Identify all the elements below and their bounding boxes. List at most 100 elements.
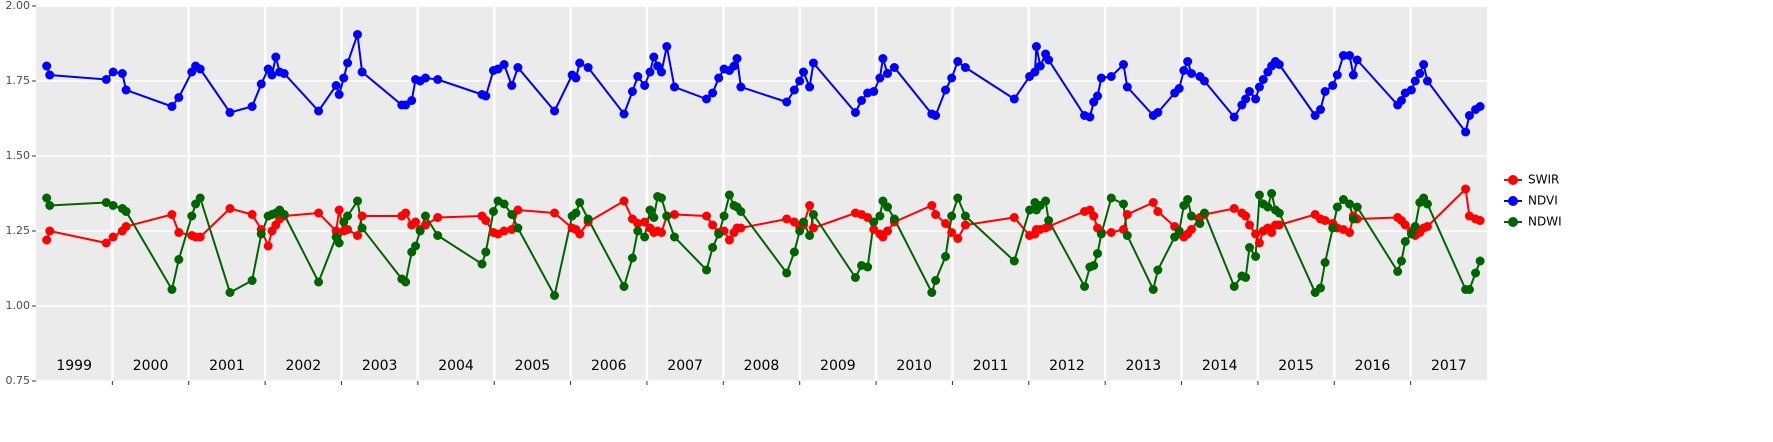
- data-point: [353, 196, 363, 206]
- data-point: [947, 228, 957, 237]
- data-point: [1316, 283, 1326, 293]
- data-point: [1229, 204, 1239, 213]
- data-point: [575, 229, 585, 239]
- year-label: 1999: [56, 358, 92, 374]
- data-point: [45, 70, 55, 80]
- data-point: [662, 42, 672, 51]
- data-point: [433, 231, 443, 240]
- data-point: [941, 219, 951, 228]
- data-point: [1251, 229, 1261, 239]
- data-point: [805, 231, 815, 240]
- year-label: 2005: [515, 358, 551, 374]
- data-point: [1229, 282, 1239, 291]
- data-point: [1332, 202, 1342, 212]
- data-point: [1396, 96, 1406, 105]
- data-point: [724, 235, 734, 245]
- data-point: [729, 61, 739, 71]
- data-point: [1274, 220, 1284, 230]
- data-point: [1199, 76, 1209, 86]
- data-point: [863, 262, 873, 272]
- data-point: [42, 61, 52, 71]
- data-point: [953, 193, 963, 203]
- data-point: [941, 252, 951, 261]
- data-point: [669, 210, 679, 219]
- data-point: [167, 210, 177, 219]
- data-point: [931, 276, 941, 285]
- data-point: [279, 69, 289, 78]
- data-point: [1093, 91, 1103, 101]
- data-point: [575, 58, 585, 68]
- data-point: [174, 93, 184, 102]
- data-point: [708, 88, 718, 98]
- data-point: [279, 210, 289, 219]
- data-point: [850, 108, 860, 117]
- data-point: [571, 208, 581, 218]
- data-point: [101, 198, 111, 207]
- data-point: [1419, 60, 1429, 69]
- data-point: [1475, 102, 1485, 111]
- legend-swatch: [1508, 217, 1518, 227]
- data-point: [1461, 184, 1471, 194]
- data-point: [1328, 223, 1338, 233]
- data-point: [1106, 228, 1116, 237]
- data-point: [719, 211, 729, 221]
- y-tick-label: 0.75: [6, 374, 31, 387]
- data-point: [433, 75, 443, 84]
- data-point: [869, 87, 879, 96]
- data-point: [477, 259, 487, 269]
- data-point: [357, 67, 367, 77]
- year-label: 2017: [1431, 358, 1467, 374]
- data-point: [662, 211, 672, 221]
- data-point: [225, 108, 235, 117]
- data-point: [619, 109, 629, 119]
- data-point: [1009, 94, 1019, 104]
- data-point: [271, 52, 281, 62]
- data-point: [174, 228, 184, 237]
- data-point: [247, 210, 257, 219]
- data-point: [550, 291, 560, 300]
- data-point: [357, 223, 367, 233]
- data-point: [513, 223, 523, 233]
- data-point: [633, 72, 643, 81]
- data-point: [1009, 213, 1019, 222]
- data-point: [314, 106, 324, 116]
- data-point: [927, 201, 937, 210]
- year-label: 2007: [667, 358, 703, 374]
- data-point: [1267, 189, 1277, 198]
- legend-swatch: [1508, 196, 1518, 206]
- data-point: [401, 277, 411, 287]
- data-point: [42, 235, 52, 245]
- data-point: [656, 67, 666, 77]
- data-point: [1274, 60, 1284, 69]
- data-point: [481, 216, 491, 225]
- data-point: [411, 241, 421, 251]
- data-point: [174, 255, 184, 264]
- data-point: [1320, 258, 1330, 267]
- data-point: [195, 193, 205, 203]
- data-point: [195, 64, 205, 74]
- data-point: [353, 30, 363, 39]
- data-point: [857, 96, 867, 105]
- data-point: [513, 63, 523, 72]
- data-point: [789, 247, 799, 257]
- data-point: [1118, 60, 1128, 69]
- year-label: 2008: [744, 358, 780, 374]
- data-point: [343, 211, 353, 221]
- data-point: [420, 211, 430, 221]
- data-point: [507, 210, 517, 219]
- data-point: [808, 210, 818, 219]
- data-point: [225, 288, 235, 297]
- data-point: [1332, 70, 1342, 80]
- data-point: [1345, 228, 1355, 237]
- data-point: [960, 63, 970, 72]
- data-point: [1174, 226, 1184, 236]
- data-point: [732, 54, 742, 63]
- data-point: [1263, 202, 1273, 212]
- data-point: [353, 231, 363, 240]
- data-point: [1122, 82, 1132, 92]
- data-point: [314, 277, 324, 287]
- data-point: [656, 228, 666, 237]
- data-point: [633, 226, 643, 236]
- data-point: [1179, 66, 1189, 75]
- data-point: [1258, 75, 1268, 84]
